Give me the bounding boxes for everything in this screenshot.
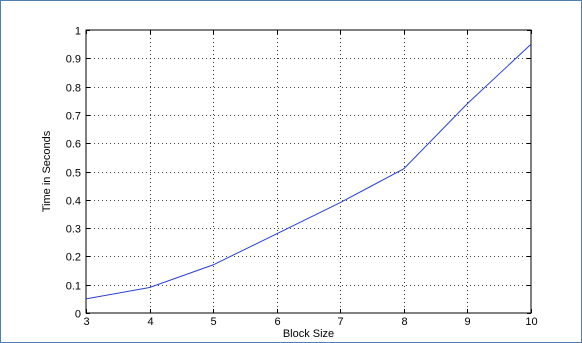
plot-area [85,29,532,314]
y-tick-label: 0.5 [66,168,81,180]
y-tick-labels: 0 0.1 0.2 0.3 0.4 0.5 0.6 0.7 0.8 0.9 1 [66,26,81,321]
y-axis-label: Time in Seconds [41,130,53,212]
y-tick-label: 0.6 [66,139,81,151]
x-tick-label: 9 [464,316,470,328]
y-tick-label: 0.3 [66,224,81,236]
x-tick-label: 6 [274,316,280,328]
x-tick-labels: 3 4 5 6 7 8 9 10 [83,316,537,328]
x-tick-label: 5 [210,316,216,328]
x-tick-label: 7 [337,316,343,328]
series-layer [85,43,532,300]
y-tick-label: 0.9 [66,54,81,66]
grid [86,30,531,313]
x-axis-label: Block Size [283,328,334,340]
y-tick-label: 0.1 [66,281,81,293]
x-tick-label: 8 [401,316,407,328]
x-tick-label: 10 [525,316,537,328]
y-tick-label: 0.8 [66,83,81,95]
y-tick-label: 0.7 [66,111,81,123]
y-tick-label: 1 [75,26,81,38]
y-tick-label: 0.4 [66,196,81,208]
y-tick-label: 0 [75,309,81,321]
series-line [85,43,532,300]
tick-marks [86,30,532,314]
x-tick-label: 3 [83,316,89,328]
y-tick-label: 0.2 [66,252,81,264]
x-tick-label: 4 [147,316,153,328]
